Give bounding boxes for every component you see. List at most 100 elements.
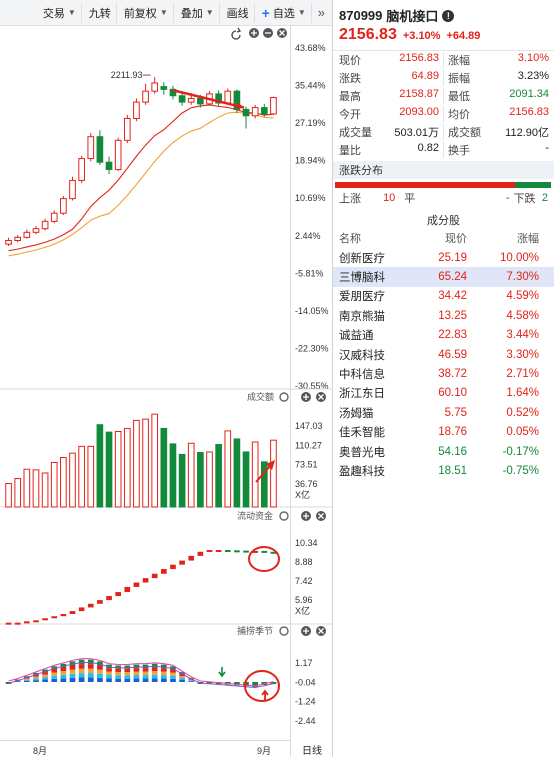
component-row[interactable]: 爱朋医疗 34.42 4.59% [333, 287, 554, 306]
candle[interactable] [5, 237, 12, 246]
turnover-bar[interactable] [187, 442, 195, 508]
component-row[interactable]: 佳禾智能 18.76 0.05% [333, 423, 554, 442]
turnover-bar[interactable] [78, 445, 85, 508]
flow-bar[interactable] [243, 550, 249, 553]
turnover-bar[interactable] [206, 451, 213, 508]
flow-bar[interactable] [142, 578, 149, 583]
flow-bar[interactable] [224, 550, 231, 553]
component-row[interactable]: 汉威科技 46.59 3.30% [333, 345, 554, 364]
turnover-bar[interactable] [215, 444, 222, 508]
component-row[interactable]: 奥普光电 54.16 -0.17% [333, 442, 554, 461]
info-icon[interactable]: ! [442, 9, 455, 22]
period-selector-button[interactable]: 日线 [302, 745, 322, 757]
component-row[interactable]: 盈趣科技 18.51 -0.75% [333, 461, 554, 480]
candle[interactable] [133, 98, 140, 122]
close-icon[interactable] [316, 626, 326, 636]
flow-bar[interactable] [133, 582, 140, 587]
turnover-bar[interactable] [96, 424, 104, 508]
candle[interactable] [114, 137, 122, 172]
gear-icon[interactable] [279, 392, 289, 402]
candle[interactable] [251, 104, 259, 119]
candle[interactable] [78, 155, 85, 184]
candle[interactable] [50, 210, 58, 224]
turnover-bar[interactable] [178, 453, 186, 508]
flow-bar[interactable] [206, 550, 213, 553]
candle[interactable] [178, 92, 186, 106]
turnover-bar[interactable] [60, 457, 67, 508]
turnover-bar[interactable] [32, 469, 40, 508]
candle[interactable] [23, 229, 31, 239]
flow-bar[interactable] [106, 596, 112, 601]
zoom-in-icon[interactable] [249, 28, 259, 38]
flow-bar[interactable] [270, 551, 277, 554]
flow-bar[interactable] [33, 620, 39, 623]
turnover-bar[interactable] [233, 438, 241, 508]
turnover-bar[interactable] [251, 441, 259, 508]
turnover-bar[interactable] [41, 472, 49, 508]
candle[interactable] [105, 156, 113, 175]
candle[interactable] [32, 225, 40, 235]
component-row[interactable]: 中科信息 38.72 2.71% [333, 364, 554, 383]
more-icon[interactable]: » [317, 5, 325, 20]
column-header-change[interactable]: 涨幅 [517, 233, 539, 245]
turnover-bar[interactable] [69, 452, 76, 508]
component-row[interactable]: 创新医疗 25.19 10.00% [333, 248, 554, 267]
turnover-bar[interactable] [87, 445, 95, 508]
flow-bar[interactable] [5, 622, 12, 625]
candle[interactable] [87, 133, 95, 162]
flow-bar[interactable] [60, 614, 67, 617]
column-header-price[interactable]: 现价 [445, 233, 467, 245]
nine-turn-button[interactable]: 九转 [84, 2, 117, 23]
turnover-bar[interactable] [224, 430, 232, 508]
close-icon[interactable] [277, 28, 287, 38]
candle[interactable] [169, 85, 177, 100]
candle[interactable] [151, 77, 159, 94]
turnover-bar[interactable] [260, 461, 268, 508]
flow-bar[interactable] [215, 550, 222, 553]
component-row[interactable]: 浙江东日 60.10 1.64% [333, 384, 554, 403]
flow-bar[interactable] [151, 573, 158, 579]
add-icon[interactable] [301, 511, 311, 521]
turnover-bar[interactable] [23, 468, 31, 508]
flow-bar[interactable] [124, 586, 131, 593]
add-icon[interactable] [301, 626, 311, 636]
flow-bar[interactable] [252, 550, 258, 553]
add-watchlist-button[interactable]: + 自选 ▼ [257, 2, 312, 23]
flow-bar[interactable] [115, 592, 121, 597]
trade-menu-button[interactable]: 交易 ▼ [38, 2, 82, 23]
candle[interactable] [14, 235, 22, 243]
candle[interactable] [270, 96, 277, 115]
component-row[interactable]: 汤姆猫 5.75 0.52% [333, 403, 554, 422]
add-icon[interactable] [301, 392, 311, 402]
component-row[interactable]: 南京熊猫 13.25 4.58% [333, 306, 554, 325]
flow-bar[interactable] [197, 551, 204, 556]
candle[interactable] [96, 130, 104, 165]
turnover-bar[interactable] [5, 482, 12, 508]
turnover-bar[interactable] [151, 413, 159, 508]
catch-season-chart[interactable]: 捕捞季节 1.17 -0.04 -1.24 -2.44 [0, 625, 333, 740]
overlay-menu-button[interactable]: 叠加 ▼ [176, 2, 220, 23]
draw-line-button[interactable]: 画线 [222, 2, 255, 23]
flow-bar[interactable] [261, 550, 268, 553]
component-row[interactable]: 三博脑科 65.24 7.30% [333, 267, 554, 287]
candle[interactable] [260, 103, 268, 117]
turnover-bar[interactable] [270, 439, 277, 508]
flow-bar[interactable] [78, 607, 85, 612]
candle[interactable] [160, 82, 168, 95]
adjust-menu-button[interactable]: 前复权 ▼ [119, 2, 174, 23]
candle[interactable] [69, 176, 76, 201]
close-icon[interactable] [316, 392, 326, 402]
flow-bar[interactable] [170, 564, 176, 570]
turnover-bar[interactable] [169, 443, 177, 508]
flow-bar[interactable] [69, 611, 76, 615]
candle[interactable] [142, 83, 149, 105]
candle[interactable] [233, 89, 241, 114]
turnover-bar[interactable] [105, 431, 113, 508]
flow-bar[interactable] [179, 560, 185, 565]
price-chart[interactable]: 43.68% 35.44% 27.19% 18.94% 10.69% 2.44% -5.81… [0, 26, 333, 390]
flow-bar[interactable] [188, 555, 195, 561]
turnover-bar[interactable] [50, 461, 58, 508]
flow-bar[interactable] [51, 616, 58, 619]
refresh-icon[interactable] [231, 27, 242, 40]
